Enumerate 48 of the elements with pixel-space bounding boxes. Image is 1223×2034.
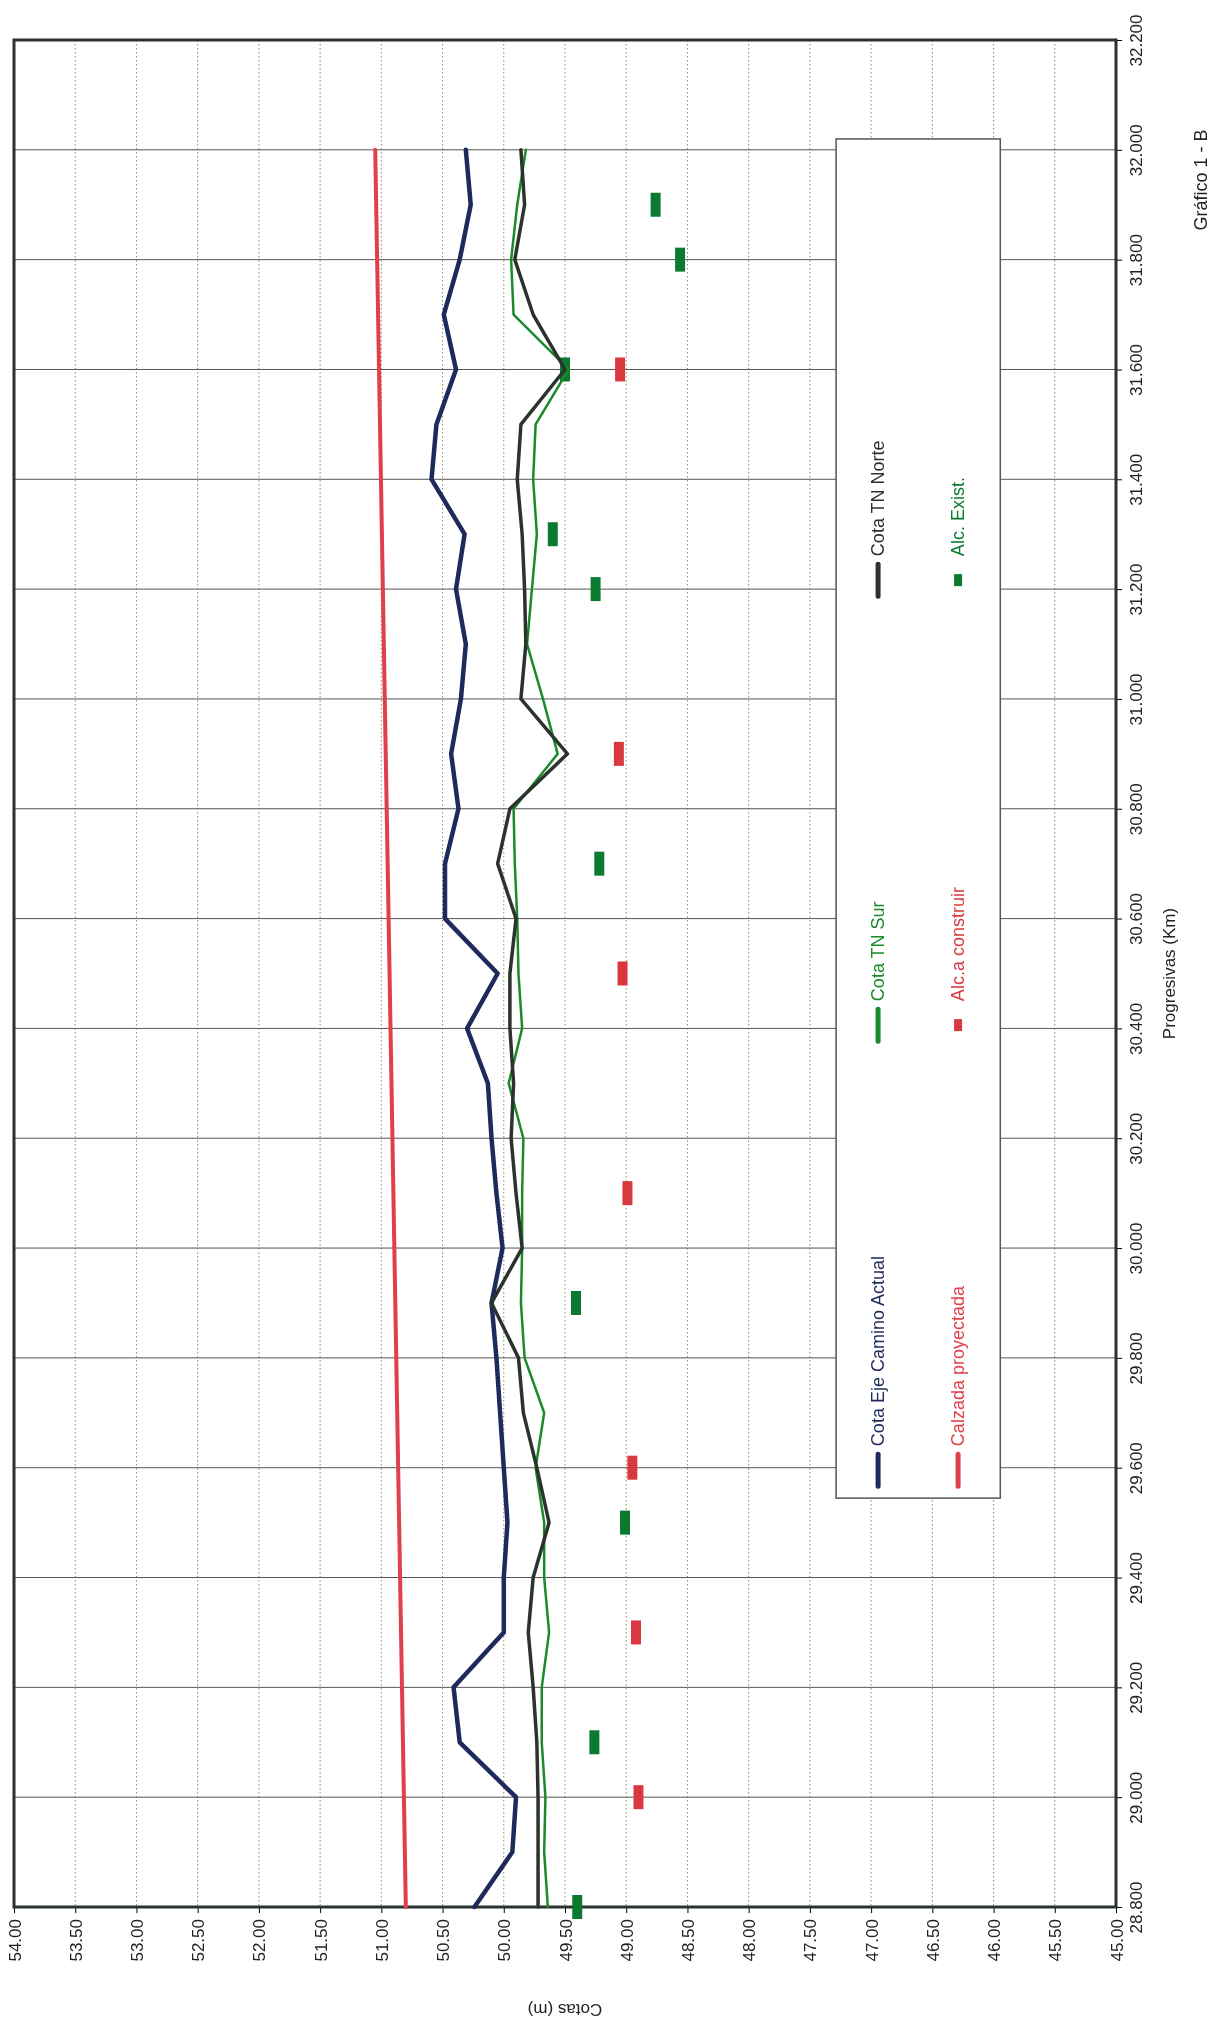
x-tick-label: 48.50 — [678, 1919, 698, 1962]
x-tick-label: 49.00 — [617, 1919, 637, 1962]
y-tick-label: 30.800 — [1127, 783, 1146, 836]
x-tick-label: 46.50 — [923, 1919, 943, 1962]
x-tick-label: 51.00 — [372, 1919, 392, 1962]
text: Cota TN Sur — [868, 901, 889, 1002]
x-tick-label: 49.50 — [556, 1919, 576, 1962]
line-series — [429, 147, 519, 1910]
y-tick-label: 30.400 — [1127, 1002, 1146, 1055]
x-tick-label: 50.00 — [495, 1919, 515, 1962]
text: Alc. Exist. — [948, 477, 969, 557]
y-tick-label: 31.800 — [1127, 234, 1146, 287]
x-tick-label: 46.00 — [985, 1919, 1005, 1962]
y-tick-label: 30.600 — [1127, 893, 1146, 946]
x-tick-label: 52.00 — [250, 1919, 270, 1962]
x-tick-label: 45.50 — [1046, 1919, 1066, 1962]
y-tick-label: 32.000 — [1127, 124, 1146, 177]
x-tick-label: 47.00 — [862, 1919, 882, 1962]
y-tick-label: 31.000 — [1127, 673, 1146, 726]
text: Calzada proyectada — [948, 1285, 969, 1447]
x-tick-label: 53.50 — [66, 1919, 86, 1962]
y-tick-label: 29.200 — [1127, 1661, 1146, 1714]
x-tick-label: 51.50 — [311, 1919, 331, 1962]
y-tick-label: 31.600 — [1127, 343, 1146, 396]
x-tick-label: 53.00 — [127, 1919, 147, 1962]
x-tick-label: 54.00 — [5, 1919, 25, 1962]
y-tick-label: 29.000 — [1127, 1771, 1146, 1824]
y-tick-label: 29.600 — [1127, 1442, 1146, 1495]
y-tick-label: 32.200 — [1127, 14, 1146, 67]
text: Gráfico 1 - B — [1191, 129, 1211, 231]
y-tick-label: 30.000 — [1127, 1222, 1146, 1275]
x-tick-label: 48.00 — [740, 1919, 760, 1962]
y-tick-label: 29.400 — [1127, 1552, 1146, 1605]
y-tick-label: 30.200 — [1127, 1112, 1146, 1165]
y-tick-label: 28.800 — [1127, 1881, 1146, 1934]
y-axis-title: Progresivas (Km) — [1160, 907, 1179, 1040]
line-series — [507, 148, 570, 1909]
text: Cota Eje Camino Actual — [868, 1256, 889, 1447]
x-axis-title: Cotas (m) — [527, 2000, 603, 2020]
x-tick-label: 47.50 — [801, 1919, 821, 1962]
x-tick-label: 50.50 — [434, 1919, 454, 1962]
text: Cota TN Norte — [868, 440, 889, 557]
x-tick-label: 45.00 — [1107, 1919, 1127, 1962]
y-tick-label: 29.800 — [1127, 1332, 1146, 1385]
x-tick-label: 52.50 — [189, 1919, 209, 1962]
y-tick-label: 31.400 — [1127, 453, 1146, 506]
text: Alc.a construir — [948, 887, 969, 1002]
y-tick-label: 31.200 — [1127, 563, 1146, 616]
